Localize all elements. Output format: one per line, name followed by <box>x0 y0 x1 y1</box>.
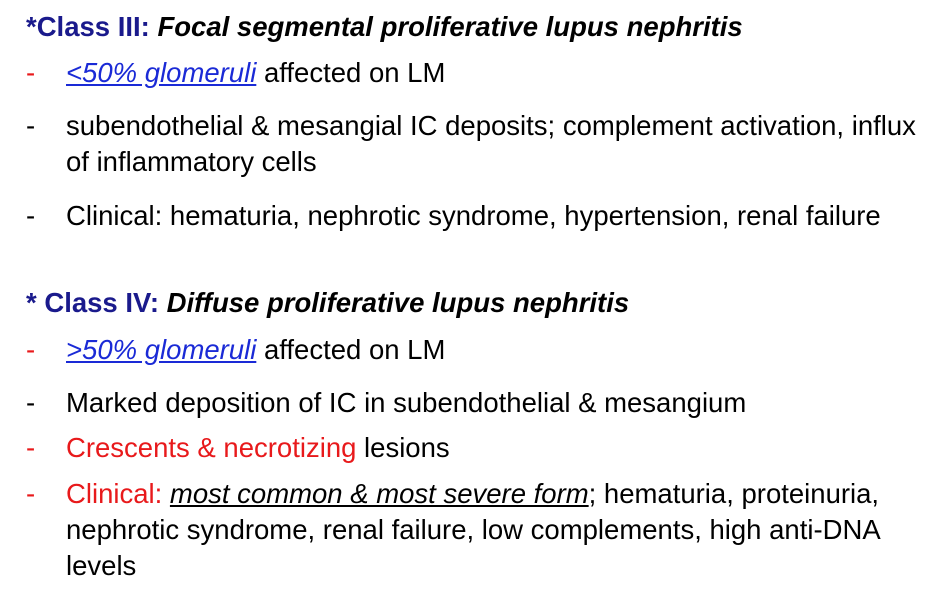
class-iii-item-2: - subendothelial & mesangial IC deposits… <box>26 108 926 180</box>
list-item-text: Clinical: most common & most severe form… <box>66 478 880 581</box>
list-item-text: <50% glomeruli affected on LM <box>66 57 446 88</box>
bullet-dash: - <box>26 387 36 418</box>
bullet-dash: - <box>26 334 36 365</box>
list-item-text: Clinical: hematuria, nephrotic syndrome,… <box>66 200 881 231</box>
class-iv-heading: * Class IV: Diffuse proliferative lupus … <box>26 286 629 320</box>
bullet-dash: - <box>26 200 36 231</box>
class-iv-item-3: - Crescents & necrotizing lesions <box>26 430 926 466</box>
class-iv-label: * Class IV: <box>26 287 167 318</box>
glomeruli-less-50-link[interactable]: <50% glomeruli <box>66 57 257 88</box>
glomeruli-more-50-link[interactable]: >50% glomeruli <box>66 334 257 365</box>
class-iii-title: Focal segmental proliferative lupus neph… <box>157 11 743 42</box>
most-common-form-text: most common & most severe form <box>169 478 589 509</box>
list-item-text: Crescents & necrotizing lesions <box>66 432 450 463</box>
class-iv-item-4: - Clinical: most common & most severe fo… <box>26 476 926 584</box>
list-item-text: >50% glomeruli affected on LM <box>66 334 446 365</box>
class-iv-item-1: - >50% glomeruli affected on LM <box>26 332 926 368</box>
class-iii-heading: *Class III: Focal segmental proliferativ… <box>26 10 743 44</box>
class-iii-item-3: - Clinical: hematuria, nephrotic syndrom… <box>26 198 926 234</box>
list-item-text: subendothelial & mesangial IC deposits; … <box>66 110 916 177</box>
class-iii-label: *Class III: <box>26 11 158 42</box>
bullet-dash: - <box>26 432 36 463</box>
bullet-dash: - <box>26 57 36 88</box>
class-iv-item-2: - Marked deposition of IC in subendothel… <box>26 385 926 421</box>
class-iii-item-1: - <50% glomeruli affected on LM <box>26 55 926 91</box>
class-iv-title: Diffuse proliferative lupus nephritis <box>166 287 630 318</box>
list-item-text: Marked deposition of IC in subendothelia… <box>66 387 747 418</box>
bullet-dash: - <box>26 478 36 509</box>
bullet-dash: - <box>26 110 36 141</box>
